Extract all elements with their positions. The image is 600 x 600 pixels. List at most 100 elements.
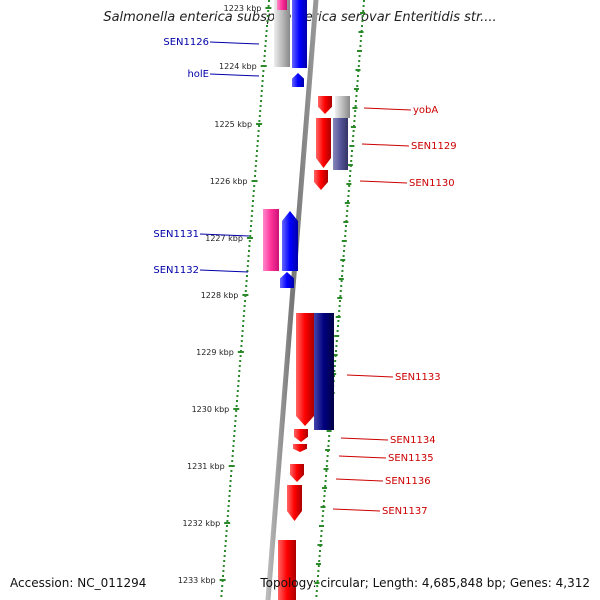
genes-layer: [263, 0, 350, 600]
ruler-dot-left: [263, 55, 266, 57]
ruler-dot-left: [251, 210, 254, 212]
ruler-dot-left: [236, 390, 239, 392]
ruler-dot-left: [266, 20, 269, 22]
ruler-dot-right: [323, 495, 326, 497]
ruler-dot-left: [222, 565, 225, 567]
ruler-tick-minor: [344, 202, 350, 204]
ruler-dot-left: [238, 375, 240, 377]
ruler-dot-left: [265, 30, 268, 32]
ruler-tick-major: [246, 237, 253, 239]
ruler-tick-major: [256, 123, 263, 125]
ruler-dot-right: [320, 530, 323, 532]
gene-SEN1130: [314, 170, 328, 190]
ruler-dot-left: [254, 175, 256, 177]
gene-label-SEN1126: SEN1126: [163, 37, 209, 48]
connector-SEN1131: [199, 233, 250, 237]
ruler-dot-left: [227, 505, 230, 507]
gene-SEN1134: [294, 429, 308, 442]
kbp-label: 1230 kbp: [192, 405, 230, 414]
ruler-dot-right: [352, 130, 355, 132]
ruler-tick-minor: [317, 544, 323, 546]
ruler-dot-left: [220, 590, 223, 592]
ruler-dot-left: [242, 320, 245, 322]
ruler-dot-right: [361, 20, 364, 22]
ruler-dot-right: [346, 210, 349, 212]
ruler-tick-minor: [323, 468, 329, 470]
gene-holE: [292, 73, 304, 87]
ruler-dot-right: [346, 205, 349, 207]
ruler-dot-right: [318, 560, 321, 562]
ruler-dot-left: [248, 245, 251, 247]
gene-label-SEN1136: SEN1136: [385, 476, 431, 487]
ruler-dot-left: [247, 255, 250, 257]
ruler-dot-right: [354, 105, 357, 107]
ruler-dot-left: [248, 250, 250, 252]
ruler-dot-right: [353, 120, 356, 122]
ruler-dot-right: [343, 250, 345, 252]
gene-pink-top: [277, 0, 287, 10]
ruler-dot-right: [342, 255, 345, 257]
ruler-dot-left: [238, 370, 241, 372]
gene-label-holE: holE: [187, 69, 209, 80]
gene-bottom: [278, 540, 296, 600]
ruler-dot-right: [359, 40, 362, 42]
gene-label-yobA: yobA: [413, 105, 438, 116]
ruler-dot-left: [249, 235, 252, 237]
ruler-dot-left: [264, 40, 267, 42]
ruler-dot-right: [323, 500, 325, 502]
ruler-dot-right: [351, 140, 354, 142]
ruler-dot-left: [239, 360, 242, 362]
ruler-dot-right: [326, 455, 329, 457]
ruler-dot-right: [349, 170, 352, 172]
ruler-dot-right: [344, 235, 347, 237]
ruler-dot-left: [230, 475, 232, 477]
ruler-dot-right: [339, 290, 342, 292]
connector-SEN1134: [340, 437, 389, 441]
ruler-dot-left: [262, 70, 265, 72]
ruler-dot-left: [240, 345, 243, 347]
ruler-dot-left: [220, 595, 223, 597]
ruler-tick-minor: [322, 487, 328, 489]
ruler-tick-minor: [319, 525, 324, 527]
ruler-dot-left: [256, 150, 258, 152]
ruler-tick-major: [228, 465, 235, 467]
ruler-dot-right: [337, 325, 339, 327]
ruler-dot-right: [321, 515, 324, 517]
ruler-dot-left: [223, 560, 226, 562]
ruler-dot-left: [228, 490, 231, 492]
ruler-dot-right: [359, 45, 362, 47]
gene-SEN1133-pair: [314, 313, 334, 430]
ruler-dot-left: [261, 85, 264, 87]
ruler-dot-left: [250, 215, 253, 217]
kbp-label: 1224 kbp: [219, 62, 257, 71]
ruler-dot-right: [340, 285, 343, 287]
ruler-tick-minor: [332, 354, 338, 356]
ruler-dot-right: [323, 490, 326, 492]
ruler-tick-minor: [341, 240, 347, 242]
gene-label-SEN1134: SEN1134: [390, 435, 436, 446]
ruler-tick-minor: [357, 50, 362, 52]
ruler-tick-major: [233, 408, 240, 410]
ruler-dot-right: [319, 540, 322, 542]
ruler-dot-right: [340, 280, 343, 282]
gene-yobA: [318, 96, 332, 114]
ruler-dot-right: [355, 100, 357, 102]
ruler-dot-right: [356, 85, 359, 87]
ruler-dot-left: [232, 440, 235, 442]
ruler-dot-left: [261, 80, 264, 82]
ruler-dot-right: [335, 340, 338, 342]
topology-text: Topology: circular; Length: 4,685,848 bp…: [260, 576, 590, 590]
ruler-tick-minor: [340, 259, 346, 261]
ruler-dot-left: [232, 450, 234, 452]
ruler-dot-right: [341, 275, 343, 277]
ruler-dot-right: [361, 15, 364, 17]
ruler-dot-left: [228, 495, 231, 497]
ruler-tick-minor: [314, 582, 320, 584]
ruler-dot-left: [266, 15, 269, 17]
ruler-tick-minor: [346, 183, 352, 185]
gene-SEN1135: [293, 444, 307, 452]
ruler-dot-left: [246, 265, 249, 267]
gene-label-SEN1137: SEN1137: [382, 506, 428, 517]
ruler-tick-minor: [350, 126, 356, 128]
